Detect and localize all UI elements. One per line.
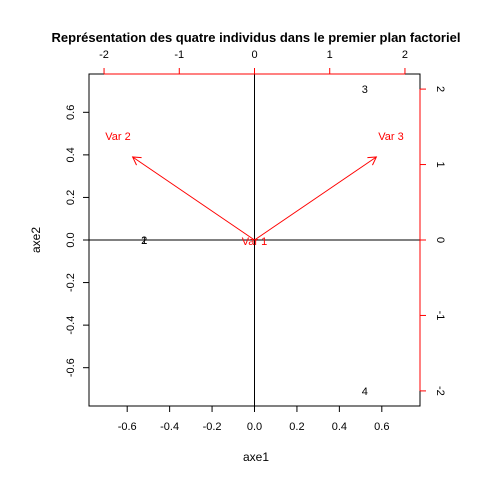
x-tick-label: -0.6 xyxy=(118,421,137,433)
top-tick-label: -2 xyxy=(99,49,109,61)
right-tick-label: -2 xyxy=(434,386,446,396)
x-tick-label: -0.4 xyxy=(160,421,179,433)
y-tick-label: -0.6 xyxy=(65,358,77,377)
individual-point-label: 3 xyxy=(362,84,368,96)
x-tick-label: 0.4 xyxy=(332,421,347,433)
right-tick-label: 1 xyxy=(434,161,446,167)
y-tick-label: 0.6 xyxy=(65,105,77,120)
x-tick-label: 0.6 xyxy=(374,421,389,433)
y-tick-label: 0.4 xyxy=(65,147,77,162)
y-axis-label: axe2 xyxy=(29,227,43,253)
variable-arrow xyxy=(254,156,377,241)
right-tick-label: 0 xyxy=(434,237,446,243)
variable-label: Var 2 xyxy=(105,131,130,143)
top-tick-label: 0 xyxy=(251,49,257,61)
chart-title: Représentation des quatre individus dans… xyxy=(52,30,461,45)
top-tick-label: 1 xyxy=(327,49,333,61)
y-tick-label: -0.4 xyxy=(65,316,77,335)
y-tick-label: 0.0 xyxy=(65,232,77,247)
x-tick-label: 0.2 xyxy=(289,421,304,433)
individual-point-label: 1 xyxy=(141,235,147,247)
right-tick-label: -1 xyxy=(434,311,446,321)
x-tick-label: 0.0 xyxy=(247,421,262,433)
variable-label: Var 3 xyxy=(378,131,403,143)
variable-arrowhead xyxy=(367,156,378,166)
right-tick-label: 2 xyxy=(434,86,446,92)
variable-label: Var 1 xyxy=(242,236,267,248)
individual-point-label: 2 xyxy=(141,235,147,247)
variable-arrow xyxy=(132,156,255,241)
individual-point-label: 4 xyxy=(362,386,368,398)
top-tick-label: -1 xyxy=(174,49,184,61)
top-tick-label: 2 xyxy=(402,49,408,61)
y-tick-label: 0.2 xyxy=(65,190,77,205)
variable-arrowhead xyxy=(131,156,142,166)
y-tick-label: -0.2 xyxy=(65,273,77,292)
x-axis-label: axe1 xyxy=(243,450,269,464)
plot-layer: -0.6 -0.4 -0.2 0.0 0.2 0.4 0.6 -0.6 -0.4 -0.2 0.0 0… xyxy=(65,49,446,433)
x-tick-label: -0.2 xyxy=(203,421,222,433)
